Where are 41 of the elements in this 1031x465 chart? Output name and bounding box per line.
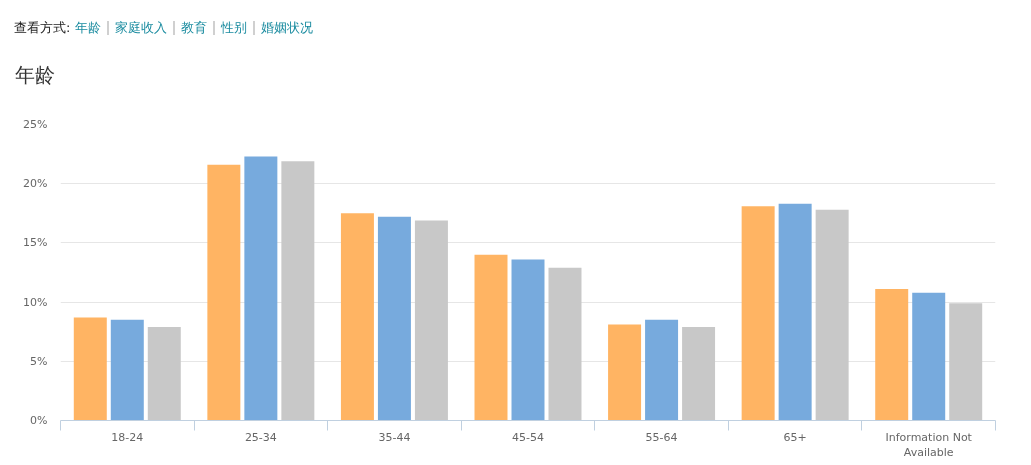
bar xyxy=(608,324,642,421)
text: 家庭收入 xyxy=(107,20,174,35)
x-tick-label: 65+ xyxy=(783,430,807,444)
x-tick-label: 18-24 xyxy=(111,430,144,444)
x-tick-label: 35-44 xyxy=(378,430,411,444)
x-tick-label: 25-34 xyxy=(244,430,277,444)
text: 查看方式: xyxy=(14,20,72,35)
bar xyxy=(73,317,107,421)
bar xyxy=(340,213,374,421)
bar xyxy=(414,220,448,421)
bar xyxy=(645,319,679,421)
bar xyxy=(548,267,582,421)
bar xyxy=(949,303,983,421)
text: 年龄 xyxy=(75,20,103,35)
x-tick-label: 45-54 xyxy=(512,430,544,444)
text: 婚姻状况 xyxy=(253,20,320,35)
bar xyxy=(815,209,849,421)
x-tick-label: 55-64 xyxy=(645,430,678,444)
bar xyxy=(778,203,812,421)
bar xyxy=(875,289,909,421)
bar xyxy=(741,206,775,421)
y-tick-label: 25% xyxy=(23,118,48,131)
bar xyxy=(377,216,411,421)
bar xyxy=(281,161,315,421)
x-tick-label: Information Not Available xyxy=(885,430,973,460)
bar xyxy=(912,292,946,421)
y-tick-label: 0% xyxy=(30,414,48,427)
bar xyxy=(110,319,144,421)
bar xyxy=(147,326,181,421)
bar xyxy=(244,156,278,421)
y-tick-label: 20% xyxy=(23,177,48,191)
y-tick-label: 5% xyxy=(30,354,48,368)
bar xyxy=(511,259,545,421)
text: 性别 xyxy=(213,20,254,35)
bar xyxy=(207,164,241,421)
bar xyxy=(682,326,716,421)
bar xyxy=(474,254,508,421)
text: 教育 xyxy=(173,20,214,35)
y-tick-label: 15% xyxy=(23,236,48,250)
chart-title: 年龄 xyxy=(14,63,55,87)
y-tick-label: 10% xyxy=(23,295,48,309)
